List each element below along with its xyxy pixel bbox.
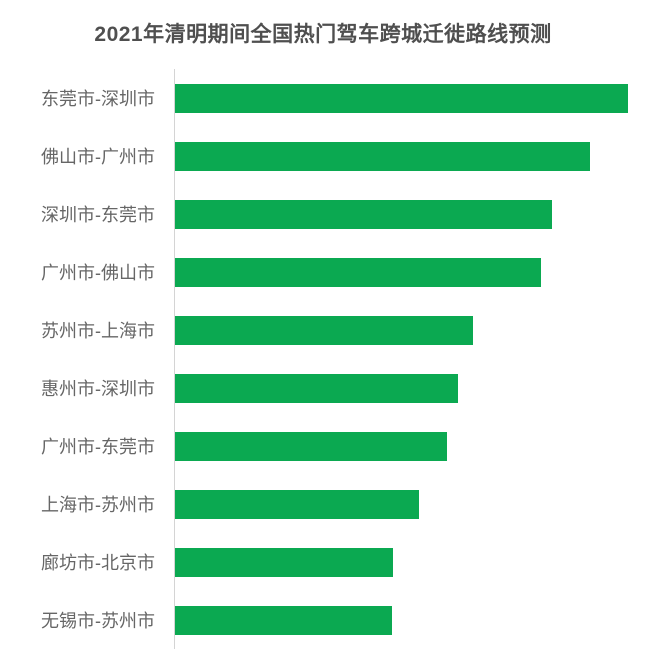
bar xyxy=(175,199,552,229)
category-label: 无锡市-苏州市 xyxy=(41,611,155,631)
category-label: 苏州市-上海市 xyxy=(41,321,155,341)
bar-row: 广州市-佛山市 xyxy=(0,243,628,301)
plot-area xyxy=(174,359,628,417)
chart-title: 2021年清明期间全国热门驾车跨城迁徙路线预测 xyxy=(94,23,552,46)
plot-area xyxy=(174,243,628,301)
bar-row: 苏州市-上海市 xyxy=(0,301,628,359)
bar xyxy=(175,547,393,577)
plot-area xyxy=(174,591,628,649)
bar xyxy=(175,315,474,345)
bar-row: 广州市-东莞市 xyxy=(0,417,628,475)
plot-area xyxy=(174,69,628,127)
bar xyxy=(175,373,459,403)
plot-area xyxy=(174,533,628,591)
bar-row: 廊坊市-北京市 xyxy=(0,533,628,591)
plot-area xyxy=(174,185,628,243)
bar-row: 深圳市-东莞市 xyxy=(0,185,628,243)
bar-chart: 东莞市-深圳市 佛山市-广州市 深圳市-东莞市 广州市-佛山市 苏州市-上海市 … xyxy=(0,69,628,649)
category-label: 惠州市-深圳市 xyxy=(41,379,155,399)
bar-row: 无锡市-苏州市 xyxy=(0,591,628,649)
bar-row: 东莞市-深圳市 xyxy=(0,69,628,127)
category-label: 廊坊市-北京市 xyxy=(41,553,155,573)
plot-area xyxy=(174,301,628,359)
bar xyxy=(175,489,420,519)
bar-row: 惠州市-深圳市 xyxy=(0,359,628,417)
bar-row: 佛山市-广州市 xyxy=(0,127,628,185)
category-label: 东莞市-深圳市 xyxy=(41,89,155,109)
category-label: 深圳市-东莞市 xyxy=(41,205,155,225)
category-label: 上海市-苏州市 xyxy=(41,495,155,515)
plot-area xyxy=(174,127,628,185)
plot-area xyxy=(174,417,628,475)
bar xyxy=(175,257,542,287)
bar xyxy=(175,431,447,461)
plot-area xyxy=(174,475,628,533)
bar xyxy=(175,141,590,171)
bar xyxy=(175,83,628,113)
bar-row: 上海市-苏州市 xyxy=(0,475,628,533)
category-label: 广州市-东莞市 xyxy=(41,437,155,457)
category-label: 广州市-佛山市 xyxy=(41,263,155,283)
category-label: 佛山市-广州市 xyxy=(41,147,155,167)
bar xyxy=(175,605,392,635)
